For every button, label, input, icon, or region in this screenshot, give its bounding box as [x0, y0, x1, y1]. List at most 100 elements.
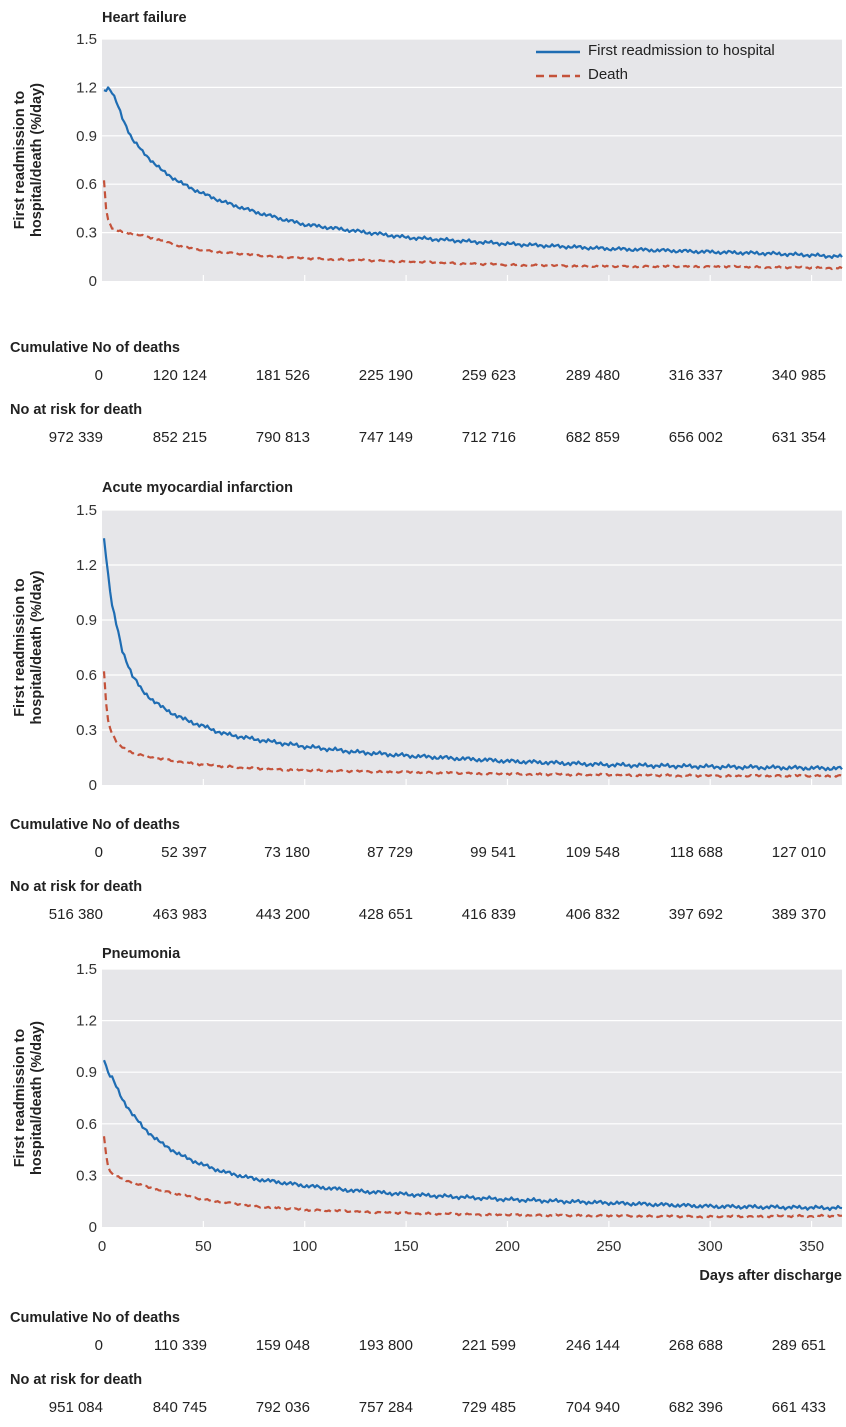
y-tick-label: 0.6 — [76, 176, 97, 193]
at-risk-value: 704 940 — [565, 1399, 620, 1416]
y-axis-label: hospital/death (%/day) — [29, 570, 45, 724]
at-risk-value: 729 485 — [461, 1399, 516, 1416]
cumulative-deaths-value: 120 124 — [152, 367, 207, 384]
y-tick-label: 1.2 — [76, 79, 97, 96]
y-axis-label: First readmission to — [12, 91, 28, 230]
at-risk-value: 397 692 — [668, 906, 723, 923]
y-tick-label: 0 — [89, 777, 97, 794]
cumulative-deaths-value: 109 548 — [565, 844, 620, 861]
x-tick-label: 50 — [195, 1238, 212, 1255]
at-risk-value: 682 859 — [565, 429, 620, 446]
series-readmission-line — [103, 86, 843, 259]
y-tick-label: 1.5 — [76, 961, 97, 978]
y-tick-label: 0.6 — [76, 1116, 97, 1133]
y-tick-label: 0.3 — [76, 225, 97, 242]
at-risk-value: 463 983 — [152, 906, 207, 923]
at-risk-value: 712 716 — [461, 429, 516, 446]
at-risk-value: 631 354 — [771, 429, 826, 446]
at-risk-value: 972 339 — [48, 429, 103, 446]
cumulative-deaths-value: 99 541 — [470, 844, 516, 861]
x-tick-label: 150 — [394, 1238, 419, 1255]
cumulative-deaths-value: 181 526 — [255, 367, 310, 384]
plot-area — [102, 510, 842, 785]
y-tick-label: 1.5 — [76, 502, 97, 519]
at-risk-value: 790 813 — [255, 429, 310, 446]
cumulative-deaths-value: 52 397 — [161, 844, 207, 861]
x-tick-label: 300 — [698, 1238, 723, 1255]
cumulative-deaths-value: 73 180 — [264, 844, 310, 861]
cumulative-deaths-value: 225 190 — [358, 367, 413, 384]
at-risk-value: 757 284 — [358, 1399, 413, 1416]
cumulative-deaths-value: 193 800 — [358, 1337, 413, 1354]
y-axis-label: First readmission to — [12, 1029, 28, 1168]
x-tick-label: 200 — [495, 1238, 520, 1255]
chart-pneumonia: 0 0.3 0.6 0.9 1.2 1.5 Pneumonia First readmissi… — [0, 945, 846, 1427]
cumulative-deaths-value: 268 688 — [668, 1337, 723, 1354]
at-risk-value: 656 002 — [668, 429, 723, 446]
cumulative-deaths-value: 0 — [94, 367, 103, 384]
series-death-line — [102, 1136, 843, 1219]
y-tick-label: 0.9 — [76, 128, 97, 145]
cumulative-deaths-value: 316 337 — [668, 367, 723, 384]
at-risk-title: No at risk for death — [10, 402, 143, 418]
series-death-line — [102, 671, 843, 778]
at-risk-value: 747 149 — [358, 429, 413, 446]
plot-pneumonia: 0 0.3 0.6 0.9 1.2 1.5 Pneumonia First readmissi… — [12, 946, 843, 1284]
cumulative-deaths-value: 87 729 — [367, 844, 413, 861]
y-axis-label: hospital/death (%/day) — [29, 83, 45, 237]
at-risk-title: No at risk for death — [10, 879, 143, 895]
y-tick-label: 0.9 — [76, 612, 97, 629]
at-risk-value: 406 832 — [565, 906, 620, 923]
y-axis-label: First readmission to — [12, 578, 28, 717]
chart-title: Pneumonia — [102, 946, 181, 962]
cumulative-deaths-value: 110 339 — [153, 1337, 207, 1354]
cumulative-deaths-value: 340 985 — [771, 367, 826, 384]
y-tick-label: 1.2 — [76, 557, 97, 574]
at-risk-value: 840 745 — [152, 1399, 207, 1416]
legend-readmission-label: First readmission to hospital — [588, 42, 775, 59]
series-death-line — [102, 180, 843, 271]
cumulative-deaths-title: Cumulative No of deaths — [10, 340, 180, 356]
y-tick-label: 0 — [89, 273, 97, 290]
y-tick-label: 1.5 — [76, 31, 97, 48]
legend-death-label: Death — [588, 66, 629, 83]
at-risk-value: 389 370 — [771, 906, 826, 923]
at-risk-value: 792 036 — [255, 1399, 310, 1416]
cumulative-deaths-value: 0 — [94, 844, 103, 861]
series-readmission-line — [102, 1059, 843, 1212]
cumulative-deaths-value: 127 010 — [771, 844, 826, 861]
plot-area — [102, 39, 842, 281]
cumulative-deaths-title: Cumulative No of deaths — [10, 1310, 180, 1326]
cumulative-deaths-value: 118 688 — [669, 844, 723, 861]
cumulative-deaths-value: 289 480 — [565, 367, 620, 384]
y-tick-label: 0.3 — [76, 722, 97, 739]
at-risk-value: 852 215 — [152, 429, 207, 446]
chart-heart-failure: 0 0.3 0.6 0.9 1.2 1.5 Heart failure First readm… — [0, 0, 846, 470]
cumulative-deaths-value: 221 599 — [461, 1337, 516, 1354]
at-risk-value: 682 396 — [668, 1399, 723, 1416]
at-risk-value: 661 433 — [771, 1399, 826, 1416]
y-tick-label: 0.6 — [76, 667, 97, 684]
cumulative-deaths-value: 259 623 — [461, 367, 516, 384]
cumulative-deaths-value: 246 144 — [565, 1337, 620, 1354]
at-risk-value: 416 839 — [461, 906, 516, 923]
cumulative-deaths-value: 0 — [94, 1337, 103, 1354]
plot-area — [102, 969, 842, 1227]
y-tick-label: 0.3 — [76, 1167, 97, 1184]
y-tick-label: 0 — [89, 1219, 97, 1236]
x-axis-label: Days after discharge — [699, 1268, 842, 1284]
at-risk-value: 443 200 — [255, 906, 310, 923]
x-tick-label: 100 — [292, 1238, 317, 1255]
x-tick-label: 350 — [799, 1238, 824, 1255]
y-axis-label: hospital/death (%/day) — [29, 1021, 45, 1175]
y-tick-label: 1.2 — [76, 1013, 97, 1030]
cumulative-deaths-value: 289 651 — [771, 1337, 826, 1354]
chart-acute-myocardial-infarction: 0 0.3 0.6 0.9 1.2 1.5 Acute myocardial infarct… — [0, 470, 846, 940]
y-tick-label: 0.9 — [76, 1064, 97, 1081]
cumulative-deaths-title: Cumulative No of deaths — [10, 817, 180, 833]
chart-title: Heart failure — [102, 10, 187, 26]
x-tick-label: 250 — [596, 1238, 621, 1255]
x-tick-label: 0 — [98, 1238, 106, 1255]
plot-heart-failure: 0 0.3 0.6 0.9 1.2 1.5 Heart failure First readm… — [12, 10, 843, 290]
at-risk-value: 428 651 — [358, 906, 413, 923]
